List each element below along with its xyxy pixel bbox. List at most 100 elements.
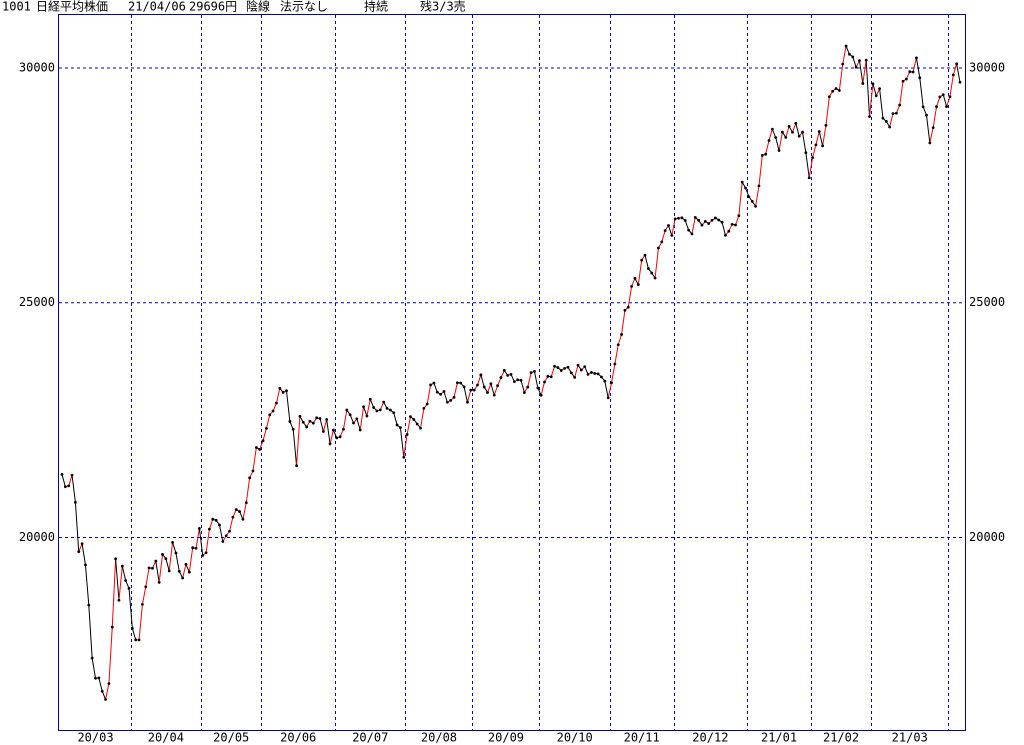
line-segment [755, 185, 760, 207]
data-point [683, 219, 687, 222]
data-point [516, 378, 520, 382]
data-point [268, 413, 272, 417]
line-segment [463, 386, 468, 403]
data-point [311, 421, 315, 425]
data-point [573, 375, 577, 379]
line-segment [111, 558, 117, 628]
y-tick-label-right: 25000 [969, 295, 1005, 309]
line-segment [118, 566, 123, 601]
data-point [449, 399, 453, 402]
data-point [375, 409, 379, 413]
data-point [489, 382, 493, 386]
data-point [107, 682, 111, 686]
data-point [70, 473, 74, 477]
data-point [378, 408, 382, 412]
data-point [781, 130, 784, 134]
data-point [328, 442, 332, 446]
position: 残3/3売 [420, 0, 466, 14]
data-point [918, 76, 922, 80]
data-point [878, 87, 881, 91]
data-point [831, 89, 835, 93]
line-segment [818, 131, 824, 146]
line-segment [738, 182, 743, 216]
data-point [791, 130, 794, 134]
data-point [80, 542, 84, 546]
data-point [603, 379, 607, 383]
data-point [104, 697, 107, 701]
data-point [409, 415, 412, 419]
line-segment [208, 519, 214, 530]
data-point [335, 436, 339, 440]
data-point [566, 365, 570, 369]
data-point [616, 343, 620, 347]
data-point [871, 82, 875, 86]
data-point [321, 430, 325, 433]
data-point [355, 417, 359, 421]
data-point [164, 557, 168, 561]
data-point [888, 125, 892, 129]
data-point [519, 379, 523, 382]
line-segment [825, 96, 830, 126]
data-point [827, 95, 831, 99]
data-point [221, 540, 225, 543]
line-segment [262, 428, 267, 441]
line-segment [145, 567, 150, 587]
data-point [720, 220, 724, 224]
x-tick-label: 20/04 [148, 731, 184, 745]
line-segment [607, 382, 613, 398]
name: 日経平均株価 [36, 0, 108, 14]
data-point [218, 523, 221, 527]
data-point [90, 656, 94, 660]
line-segment [115, 558, 120, 601]
line-segment [745, 187, 750, 197]
data-point [600, 375, 603, 379]
data-point [439, 392, 443, 396]
data-point [137, 638, 141, 642]
data-point [248, 476, 252, 480]
data-point [650, 271, 654, 275]
data-point [187, 570, 191, 574]
x-tick-label: 20/08 [421, 731, 457, 745]
data-point [141, 602, 144, 606]
line-segment [158, 554, 164, 583]
line-segment [617, 334, 623, 345]
data-point [814, 143, 818, 147]
line-segment [182, 564, 187, 579]
data-point [804, 151, 808, 155]
data-point [630, 284, 634, 288]
data-point [613, 362, 617, 366]
data-point [342, 427, 345, 431]
data-point [844, 44, 848, 48]
data-point [928, 141, 932, 145]
plot-frame [58, 14, 966, 731]
x-tick-label: 20/06 [280, 731, 316, 745]
data-point [425, 402, 429, 406]
data-point [442, 390, 446, 393]
data-point [358, 428, 362, 432]
data-point [177, 569, 181, 573]
line-segment [879, 88, 884, 119]
data-point [807, 176, 811, 180]
line-segment [668, 225, 673, 236]
line-segment [379, 401, 385, 411]
line-segment [611, 363, 616, 383]
data-point [325, 418, 329, 421]
line-segment [342, 409, 348, 430]
line-segment [684, 220, 690, 231]
y-tick-label: 25000 [19, 295, 55, 309]
data-point [891, 112, 895, 116]
data-point [258, 447, 262, 451]
x-tick-label: 20/07 [352, 731, 388, 745]
data-point [693, 216, 697, 219]
line-segment [862, 60, 867, 84]
data-point [208, 527, 211, 531]
line-segment [929, 127, 934, 143]
data-point [737, 214, 741, 218]
data-point [767, 139, 771, 142]
line-segment [98, 677, 103, 692]
data-point [157, 581, 161, 584]
data-point [915, 56, 918, 60]
data-point [392, 411, 396, 415]
line-segment [195, 528, 200, 549]
line-segment [540, 381, 545, 396]
